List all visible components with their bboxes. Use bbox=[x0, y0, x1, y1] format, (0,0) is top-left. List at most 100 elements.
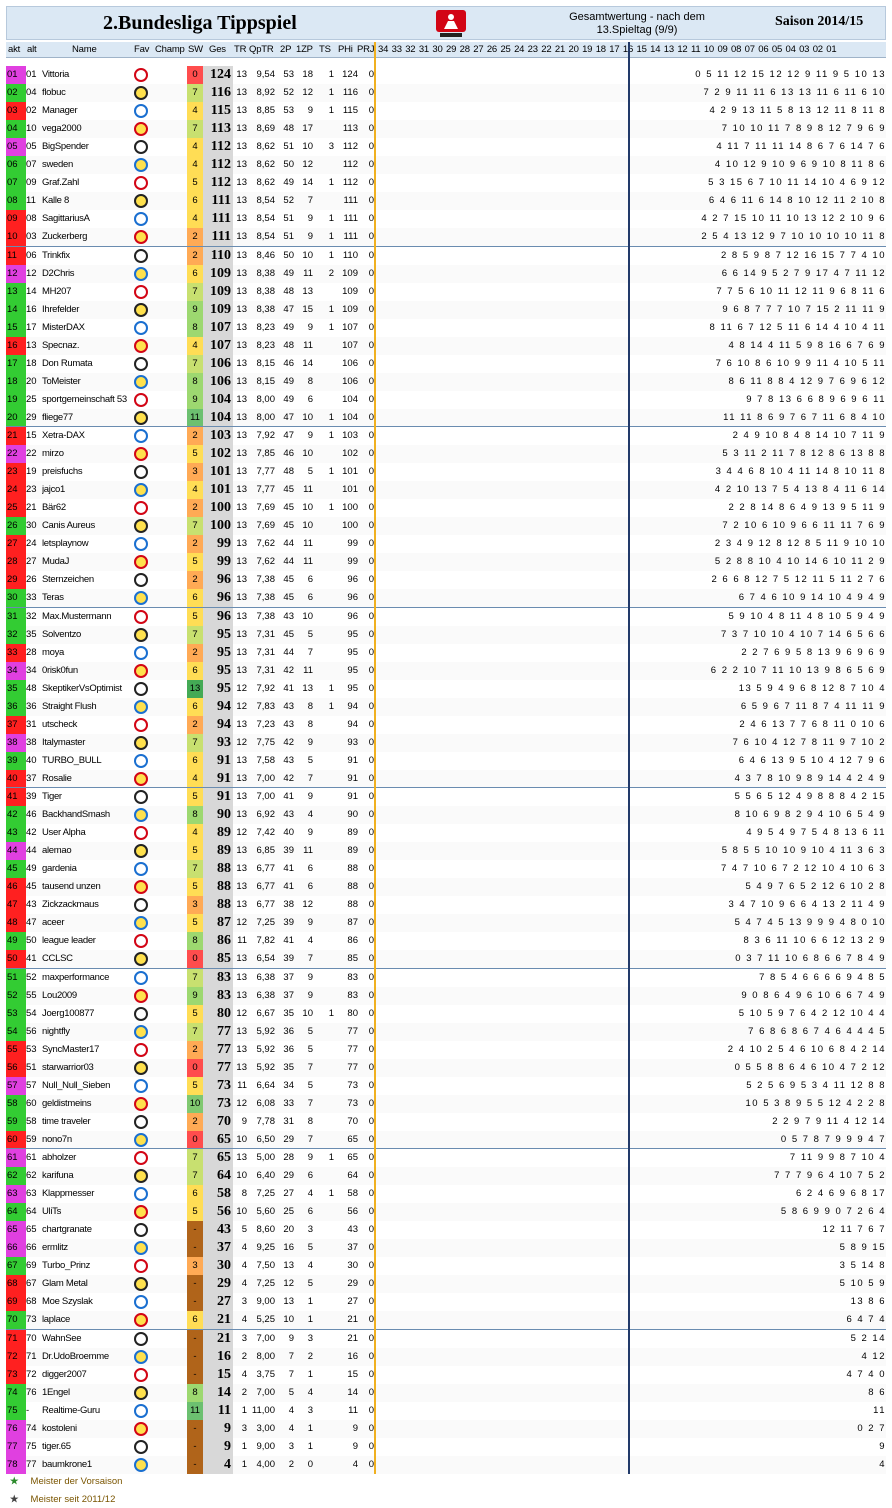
player-name[interactable]: sweden bbox=[42, 159, 73, 171]
player-name[interactable]: TURBO_BULL bbox=[42, 754, 102, 766]
rank-previous: 10 bbox=[26, 123, 37, 135]
player-name[interactable]: fliege77 bbox=[42, 411, 73, 423]
rank-previous: 58 bbox=[26, 1115, 37, 1127]
player-name[interactable]: Turbo_Prinz bbox=[42, 1260, 91, 1272]
player-name[interactable]: Glam Metal bbox=[42, 1278, 88, 1290]
player-name[interactable]: Dr.UdoBroemme bbox=[42, 1350, 109, 1362]
player-name[interactable]: Solventzo bbox=[42, 628, 82, 640]
projection-value: 0 bbox=[368, 971, 374, 983]
player-name[interactable]: MisterDAX bbox=[42, 321, 85, 333]
player-name[interactable]: alemao bbox=[42, 845, 72, 857]
player-name[interactable]: Klappmesser bbox=[42, 1188, 95, 1200]
player-name[interactable]: Manager bbox=[42, 105, 78, 117]
player-name[interactable]: Graf.Zahl bbox=[42, 177, 79, 189]
player-name[interactable]: starwarrior03 bbox=[42, 1061, 94, 1073]
player-name[interactable]: MH207 bbox=[42, 285, 72, 297]
player-name[interactable]: digger2007 bbox=[42, 1368, 87, 1380]
player-name[interactable]: Zuckerberg bbox=[42, 231, 88, 243]
player-name[interactable]: league leader bbox=[42, 935, 96, 947]
player-name[interactable]: utscheck bbox=[42, 718, 78, 730]
player-name[interactable]: sportgemeinschaft 53 bbox=[42, 393, 127, 405]
two-point-count: 41 bbox=[283, 682, 294, 694]
total-points: 94 bbox=[203, 715, 233, 734]
player-name[interactable]: ermlitz bbox=[42, 1242, 68, 1254]
rank-current: 19 bbox=[6, 390, 26, 409]
player-name[interactable]: Don Rumata bbox=[42, 357, 93, 369]
player-name[interactable]: Straight Flush bbox=[42, 700, 97, 712]
ts-value bbox=[314, 1384, 334, 1402]
player-name[interactable]: laplace bbox=[42, 1314, 71, 1326]
player-name[interactable]: MudaJ bbox=[42, 556, 70, 568]
player-name[interactable]: chartgranate bbox=[42, 1224, 92, 1236]
player-name[interactable]: nono7n bbox=[42, 1133, 72, 1145]
player-name[interactable]: gardenia bbox=[42, 863, 77, 875]
player-name[interactable]: Zickzackmaus bbox=[42, 899, 99, 911]
player-name[interactable]: Canis Aureus bbox=[42, 520, 95, 532]
standings-subtitle: Gesamtwertung - nach dem 13.Spieltag (9/… bbox=[542, 11, 732, 37]
table-row: 35 48 SkeptikerVsOptimist 13 95 12 7,92 41 13 1 95… bbox=[6, 679, 886, 698]
player-name[interactable]: baumkrone1 bbox=[42, 1458, 92, 1470]
player-name[interactable]: ToMeister bbox=[42, 375, 81, 387]
player-name[interactable]: D2Chris bbox=[42, 267, 75, 279]
club-crest-icon bbox=[134, 519, 148, 534]
player-name[interactable]: BigSpender bbox=[42, 141, 89, 153]
player-name[interactable]: BackhandSmash bbox=[42, 809, 110, 821]
player-name[interactable]: Tiger bbox=[42, 791, 62, 802]
player-name[interactable]: flobuc bbox=[42, 87, 66, 99]
player-name[interactable]: Realtime-Guru bbox=[42, 1404, 100, 1416]
projection-value: 0 bbox=[368, 809, 374, 821]
player-name[interactable]: CCLSC bbox=[42, 953, 73, 965]
ts-value bbox=[314, 373, 334, 391]
tips-count: 13 bbox=[236, 556, 247, 568]
player-name[interactable]: Max.Mustermann bbox=[42, 610, 112, 622]
player-name[interactable]: UliTs bbox=[42, 1206, 62, 1218]
player-name[interactable]: Sternzeichen bbox=[42, 574, 94, 586]
two-point-count: 7 bbox=[288, 1368, 294, 1380]
player-name[interactable]: SyncMaster17 bbox=[42, 1043, 100, 1055]
player-name[interactable]: Ihrefelder bbox=[42, 303, 80, 315]
player-name[interactable]: Bär62 bbox=[42, 502, 66, 514]
player-name[interactable]: preisfuchs bbox=[42, 466, 83, 478]
player-name[interactable]: kostoleni bbox=[42, 1422, 77, 1434]
header: 2.Bundesliga Tippspiel Gesamtwertung - n… bbox=[6, 6, 886, 40]
player-name[interactable]: geldistmeins bbox=[42, 1097, 92, 1109]
player-name[interactable]: mirzo bbox=[42, 448, 64, 460]
player-name[interactable]: Teras bbox=[42, 592, 64, 604]
player-name[interactable]: Xetra-DAX bbox=[42, 430, 85, 441]
player-name[interactable]: tiger.65 bbox=[42, 1440, 71, 1452]
player-name[interactable]: nightfly bbox=[42, 1025, 70, 1037]
player-name[interactable]: WahnSee bbox=[42, 1332, 82, 1344]
player-name[interactable]: SagittariusA bbox=[42, 213, 90, 225]
player-name[interactable]: Italymaster bbox=[42, 736, 86, 748]
total-points: 96 bbox=[203, 589, 233, 608]
points-per-tip: 5,00 bbox=[256, 1152, 276, 1163]
player-name[interactable]: aceer bbox=[42, 917, 65, 929]
club-crest-icon bbox=[134, 1006, 148, 1021]
player-name[interactable]: jajco1 bbox=[42, 484, 66, 496]
player-name[interactable]: abholzer bbox=[42, 1152, 77, 1163]
rank-previous: 25 bbox=[26, 393, 37, 405]
player-name[interactable]: Kalle 8 bbox=[42, 195, 69, 207]
player-name[interactable]: User Alpha bbox=[42, 827, 86, 839]
player-name[interactable]: maxperformance bbox=[42, 971, 110, 983]
player-name[interactable]: Vittoria bbox=[42, 69, 69, 80]
player-name[interactable]: time traveler bbox=[42, 1115, 91, 1127]
player-name[interactable]: SkeptikerVsOptimist bbox=[42, 682, 122, 694]
player-name[interactable]: Moe Szyslak bbox=[42, 1296, 93, 1308]
tips-count: 12 bbox=[236, 700, 247, 712]
player-name[interactable]: Trinkfix bbox=[42, 249, 70, 261]
player-name[interactable]: Lou2009 bbox=[42, 989, 77, 1001]
player-name[interactable]: tausend unzen bbox=[42, 881, 101, 893]
player-name[interactable]: 1Engel bbox=[42, 1386, 70, 1398]
player-name[interactable]: 0risk0fun bbox=[42, 664, 78, 676]
club-crest-icon bbox=[134, 555, 148, 570]
player-name[interactable]: Joerg100877 bbox=[42, 1007, 95, 1019]
one-point-count: 0 bbox=[307, 1458, 313, 1470]
player-name[interactable]: letsplaynow bbox=[42, 538, 89, 550]
player-name[interactable]: karifuna bbox=[42, 1170, 74, 1182]
player-name[interactable]: Rosalie bbox=[42, 772, 72, 784]
player-name[interactable]: Specnaz. bbox=[42, 339, 80, 351]
player-name[interactable]: moya bbox=[42, 646, 65, 658]
player-name[interactable]: vega2000 bbox=[42, 123, 82, 135]
player-name[interactable]: Null_Null_Sieben bbox=[42, 1079, 111, 1091]
